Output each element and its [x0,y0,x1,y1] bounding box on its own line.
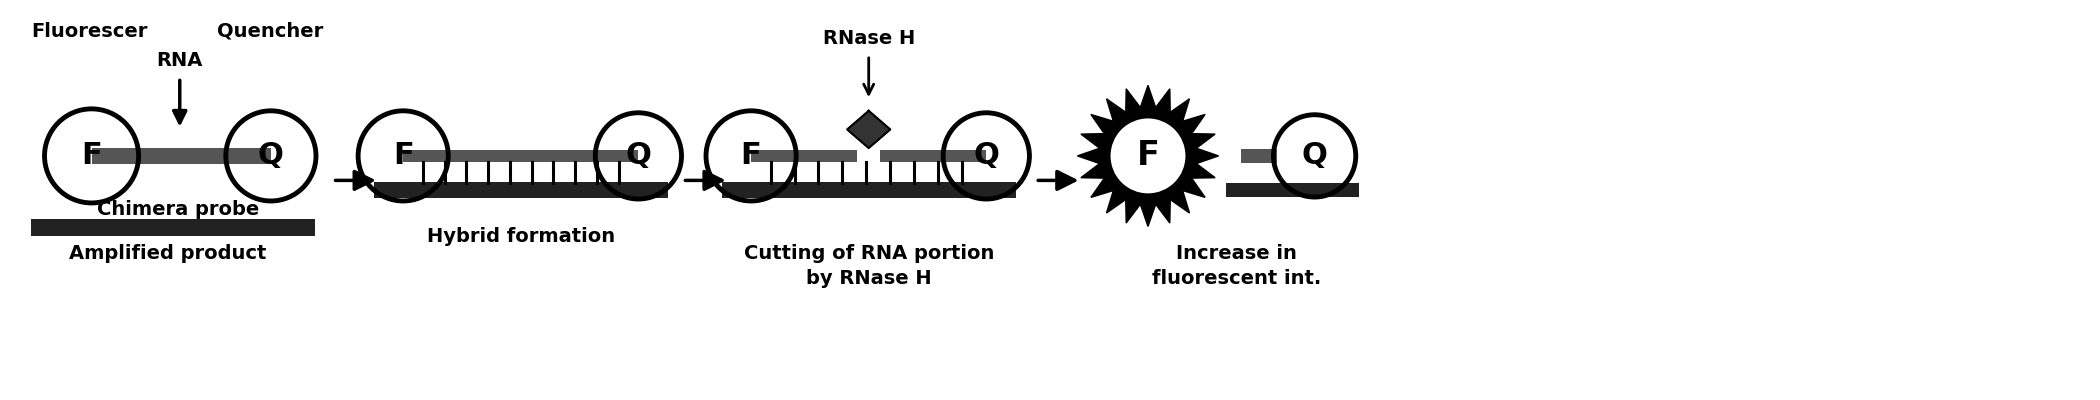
Text: Quencher: Quencher [216,22,323,41]
Text: RNA: RNA [158,51,204,70]
Text: Hybrid formation: Hybrid formation [426,228,615,246]
Circle shape [1109,117,1186,195]
Text: F: F [741,141,762,170]
Bar [374,182,668,198]
Text: Q: Q [1302,141,1327,170]
Polygon shape [846,111,890,148]
Text: F: F [393,141,414,170]
Bar [1226,183,1359,197]
Text: Q: Q [626,141,651,170]
Bar [1241,148,1277,163]
Text: Cutting of RNA portion
by RNase H: Cutting of RNA portion by RNase H [743,244,993,288]
Bar [403,150,638,162]
Text: Chimera probe: Chimera probe [97,200,258,219]
Text: Q: Q [974,141,1000,170]
Bar [92,148,271,164]
Bar [722,182,1016,198]
Text: Amplified product: Amplified product [69,244,267,263]
Bar [752,150,857,162]
Text: Q: Q [258,141,284,170]
Text: Fluorescer: Fluorescer [32,22,147,41]
Text: F: F [82,141,103,170]
Bar [32,219,315,236]
Bar [880,150,987,162]
Polygon shape [1077,85,1218,226]
Text: RNase H: RNase H [823,28,916,48]
Text: F: F [1136,139,1159,172]
Text: Increase in
fluorescent int.: Increase in fluorescent int. [1151,244,1321,288]
